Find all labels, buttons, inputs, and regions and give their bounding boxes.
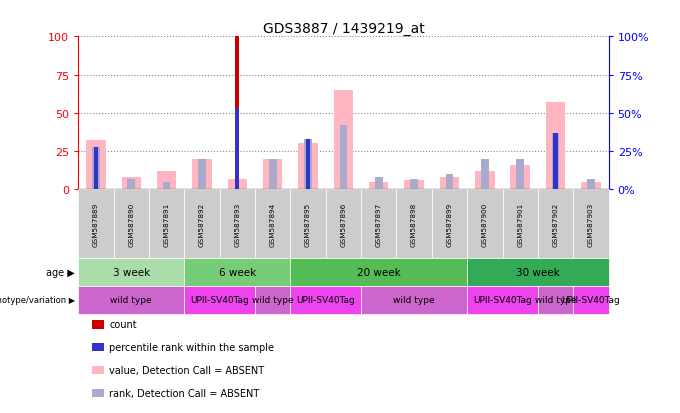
Bar	[127, 179, 135, 190]
Text: count: count	[109, 320, 137, 330]
Text: age ▶: age ▶	[46, 267, 75, 277]
Text: GSM587893: GSM587893	[235, 202, 240, 246]
Text: percentile rank within the sample: percentile rank within the sample	[109, 342, 275, 352]
Text: 3 week: 3 week	[113, 267, 150, 277]
Text: GSM587898: GSM587898	[411, 202, 417, 246]
Bar	[92, 147, 100, 190]
Text: GSM587896: GSM587896	[341, 202, 346, 246]
Bar	[554, 133, 558, 190]
Text: wild type: wild type	[393, 296, 435, 305]
Bar	[511, 166, 530, 190]
Text: wild type: wild type	[534, 296, 577, 305]
Bar	[269, 159, 277, 190]
Bar	[86, 141, 105, 190]
Bar	[481, 159, 489, 190]
Text: GSM587892: GSM587892	[199, 202, 205, 246]
Text: 20 week: 20 week	[357, 267, 401, 277]
Bar	[198, 159, 206, 190]
Text: GSM587894: GSM587894	[270, 202, 275, 246]
Text: 6 week: 6 week	[219, 267, 256, 277]
Bar	[192, 159, 211, 190]
Bar	[235, 37, 239, 190]
Bar	[410, 179, 418, 190]
Bar	[546, 103, 565, 190]
Text: GSM587900: GSM587900	[482, 202, 488, 246]
Bar	[157, 172, 176, 190]
Text: GSM587899: GSM587899	[447, 202, 452, 246]
Bar	[369, 183, 388, 190]
Text: wild type: wild type	[110, 296, 152, 305]
Text: wild type: wild type	[252, 296, 294, 305]
Bar	[306, 140, 310, 190]
Bar	[405, 181, 424, 190]
Bar	[263, 159, 282, 190]
Text: GSM587890: GSM587890	[129, 202, 134, 246]
Bar	[228, 179, 247, 190]
Bar	[299, 144, 318, 190]
Bar	[94, 147, 98, 190]
Text: 30 week: 30 week	[516, 267, 560, 277]
Bar	[445, 175, 454, 190]
Bar	[304, 140, 312, 190]
Text: GSM587897: GSM587897	[376, 202, 381, 246]
Text: UPII-SV40Tag: UPII-SV40Tag	[296, 296, 355, 305]
Bar	[375, 178, 383, 190]
Bar	[551, 133, 560, 190]
Text: GSM587895: GSM587895	[305, 202, 311, 246]
Text: UPII-SV40Tag: UPII-SV40Tag	[190, 296, 249, 305]
Text: UPII-SV40Tag: UPII-SV40Tag	[473, 296, 532, 305]
Text: GSM587891: GSM587891	[164, 202, 169, 246]
Text: value, Detection Call = ABSENT: value, Detection Call = ABSENT	[109, 365, 265, 375]
Bar	[339, 126, 347, 190]
Bar	[440, 178, 459, 190]
Bar	[516, 159, 524, 190]
Text: UPII-SV40Tag: UPII-SV40Tag	[562, 296, 620, 305]
Title: GDS3887 / 1439219_at: GDS3887 / 1439219_at	[262, 22, 424, 36]
Text: genotype/variation ▶: genotype/variation ▶	[0, 296, 75, 305]
Text: rank, Detection Call = ABSENT: rank, Detection Call = ABSENT	[109, 388, 260, 398]
Bar	[475, 172, 494, 190]
Text: GSM587901: GSM587901	[517, 202, 523, 246]
Text: GSM587902: GSM587902	[553, 202, 558, 246]
Text: GSM587903: GSM587903	[588, 202, 594, 246]
Bar	[122, 178, 141, 190]
Bar	[334, 91, 353, 190]
Bar	[587, 179, 595, 190]
Bar	[235, 109, 239, 190]
Text: GSM587889: GSM587889	[93, 202, 99, 246]
Bar	[581, 183, 600, 190]
Bar	[163, 183, 171, 190]
